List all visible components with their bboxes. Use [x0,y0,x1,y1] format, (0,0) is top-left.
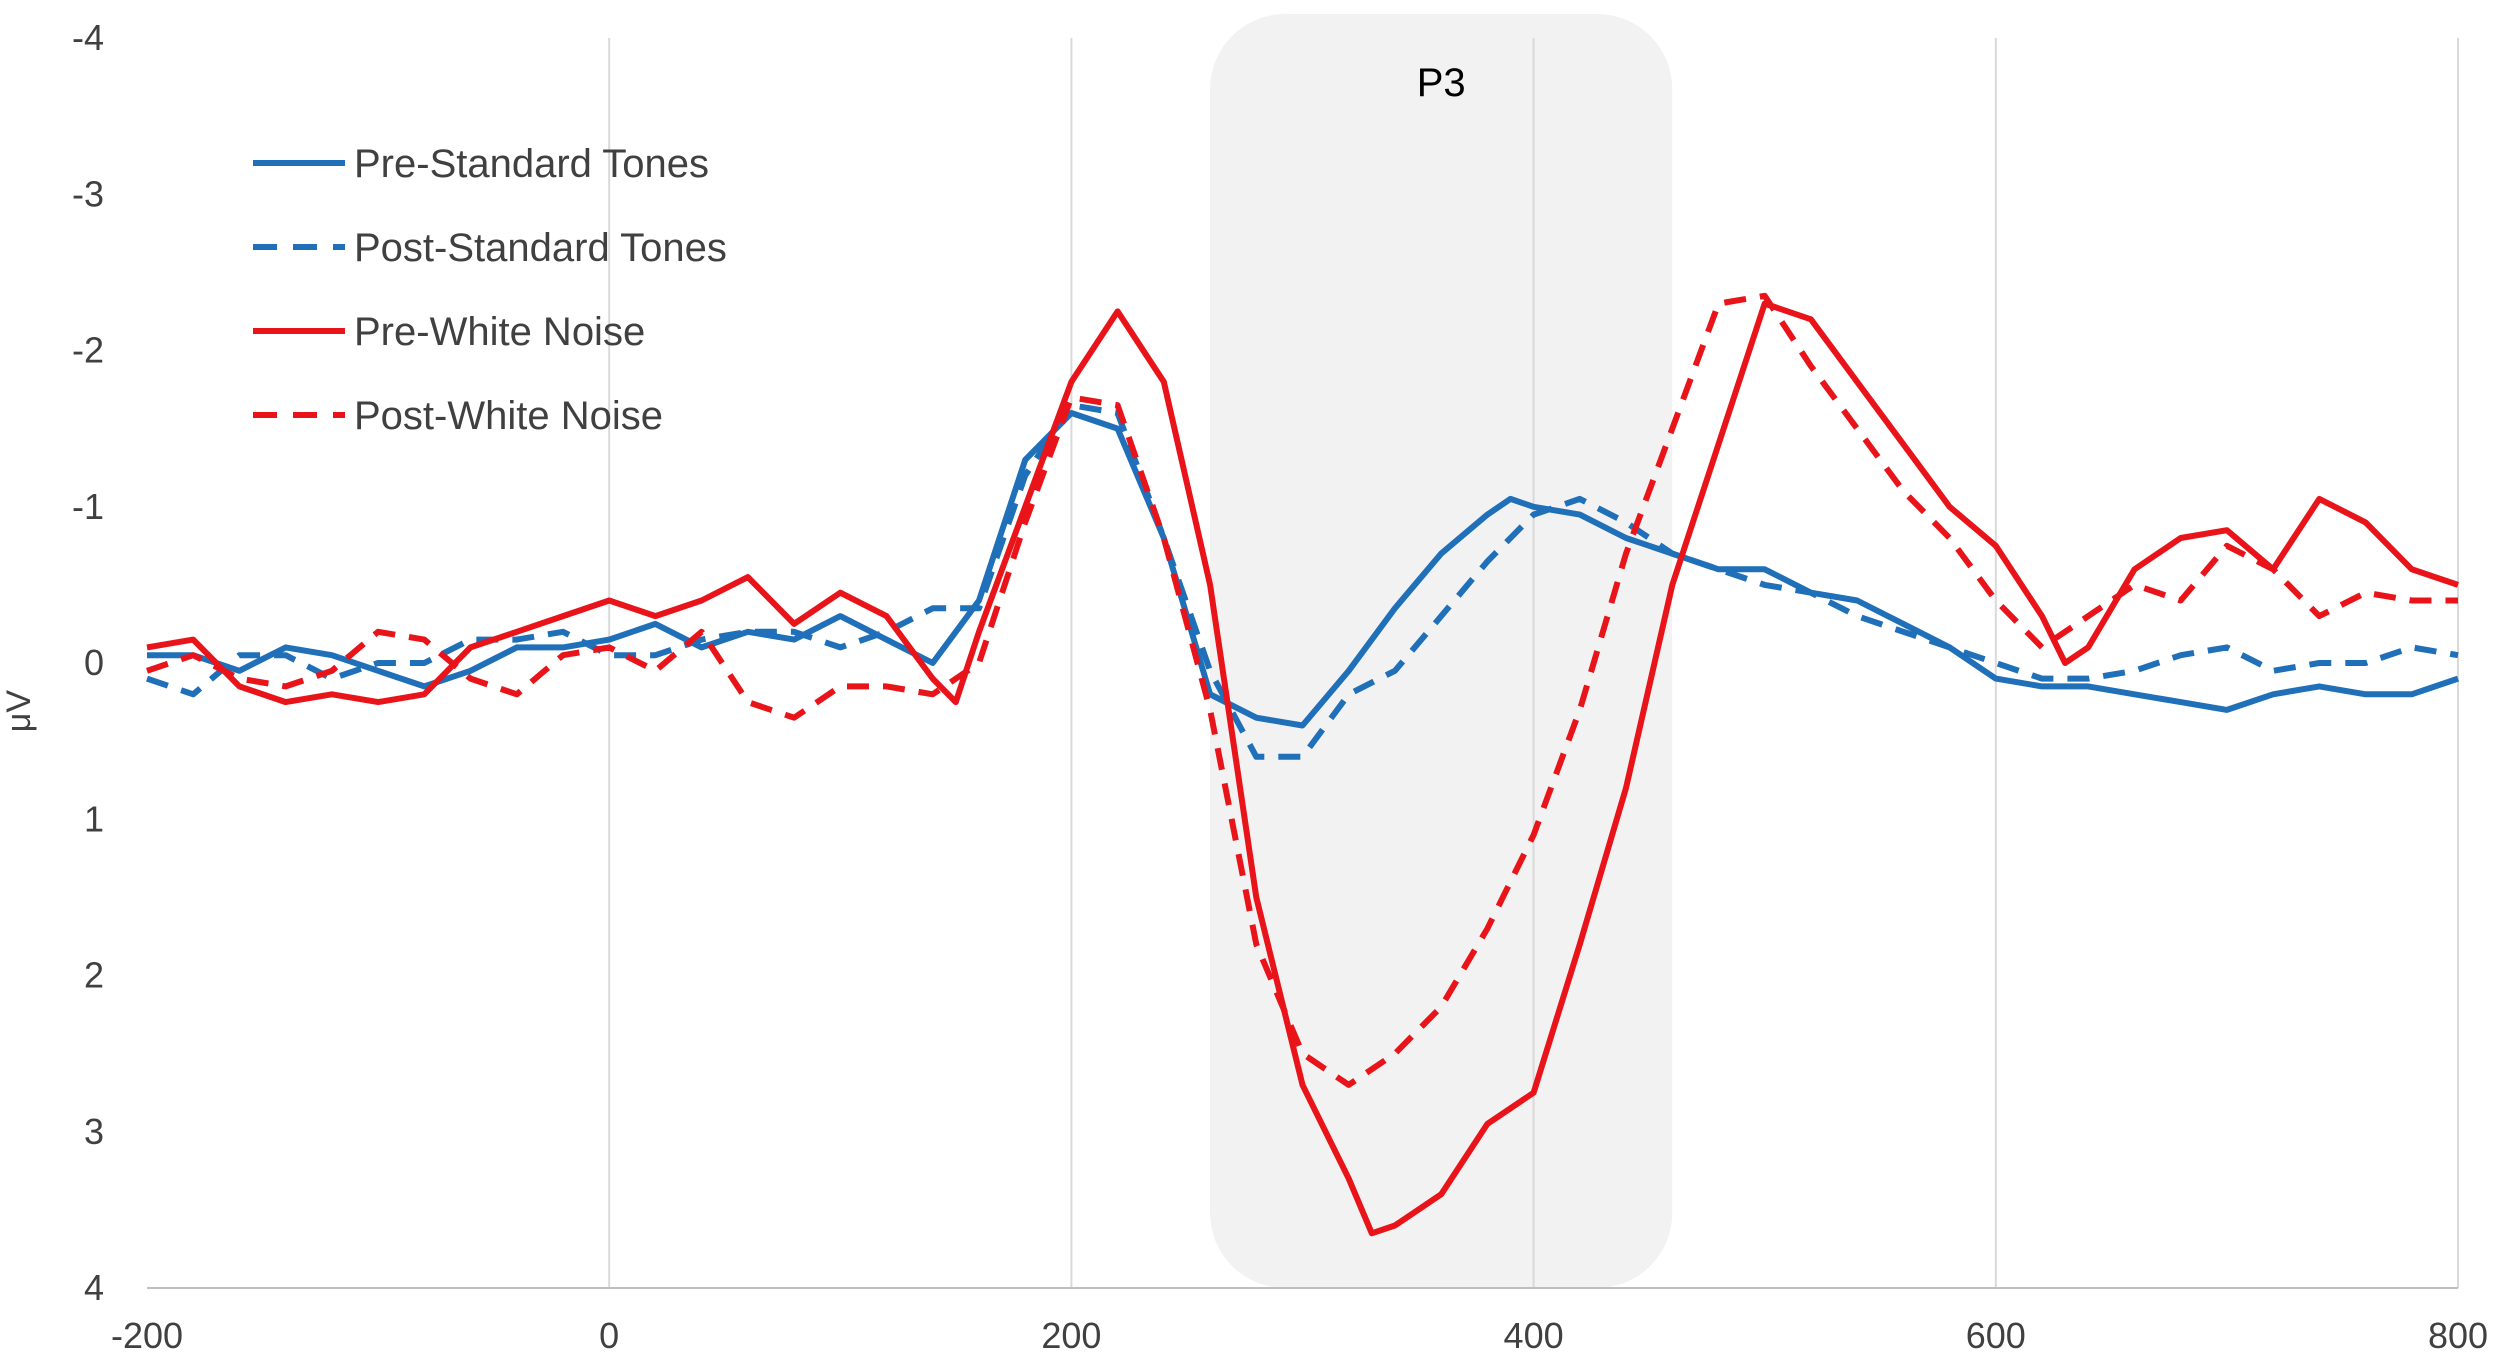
y-tick-label: 1 [84,798,104,839]
legend-label: Pre-Standard Tones [354,142,709,186]
series-lines [146,292,2459,1237]
x-tick-label: 800 [2428,1315,2488,1356]
x-tick-label: 400 [1504,1315,1564,1356]
legend-label: Pre-White Noise [354,310,645,354]
x-tick-label: 0 [599,1315,619,1356]
p3-highlight-region [1210,14,1673,1288]
y-tick-label: 2 [84,955,104,996]
y-axis-label: μV [0,690,38,733]
legend-label: Post-White Noise [354,394,663,438]
y-tick-label: -4 [72,17,104,58]
series-line-pre-white-noise [146,300,2459,1237]
grid-lines [608,38,2459,1288]
y-tick-label: 4 [84,1267,104,1308]
y-tick-label: -1 [72,486,104,527]
x-tick-label: 200 [1041,1315,1101,1356]
y-tick-label: 3 [84,1111,104,1152]
y-tick-label: -2 [72,330,104,371]
p3-annotation: P3 [1417,61,1466,105]
y-tick-label: -3 [72,173,104,214]
y-axis-ticks: -4 -3 -2 -1 0 1 2 3 4 [72,17,104,1308]
x-axis-ticks: -200 0 200 400 600 800 [111,1315,2488,1356]
y-tick-label: 0 [84,642,104,683]
series-line-pre-standard-tones [147,410,2459,729]
legend-label: Post-Standard Tones [354,226,727,270]
series-line-post-standard-tones [146,402,2459,760]
series-line-post-white-noise [146,292,2458,1088]
legend: Pre-Standard Tones Post-Standard Tones Pre… [253,142,727,438]
x-tick-label: -200 [111,1315,183,1356]
x-tick-label: 600 [1966,1315,2026,1356]
